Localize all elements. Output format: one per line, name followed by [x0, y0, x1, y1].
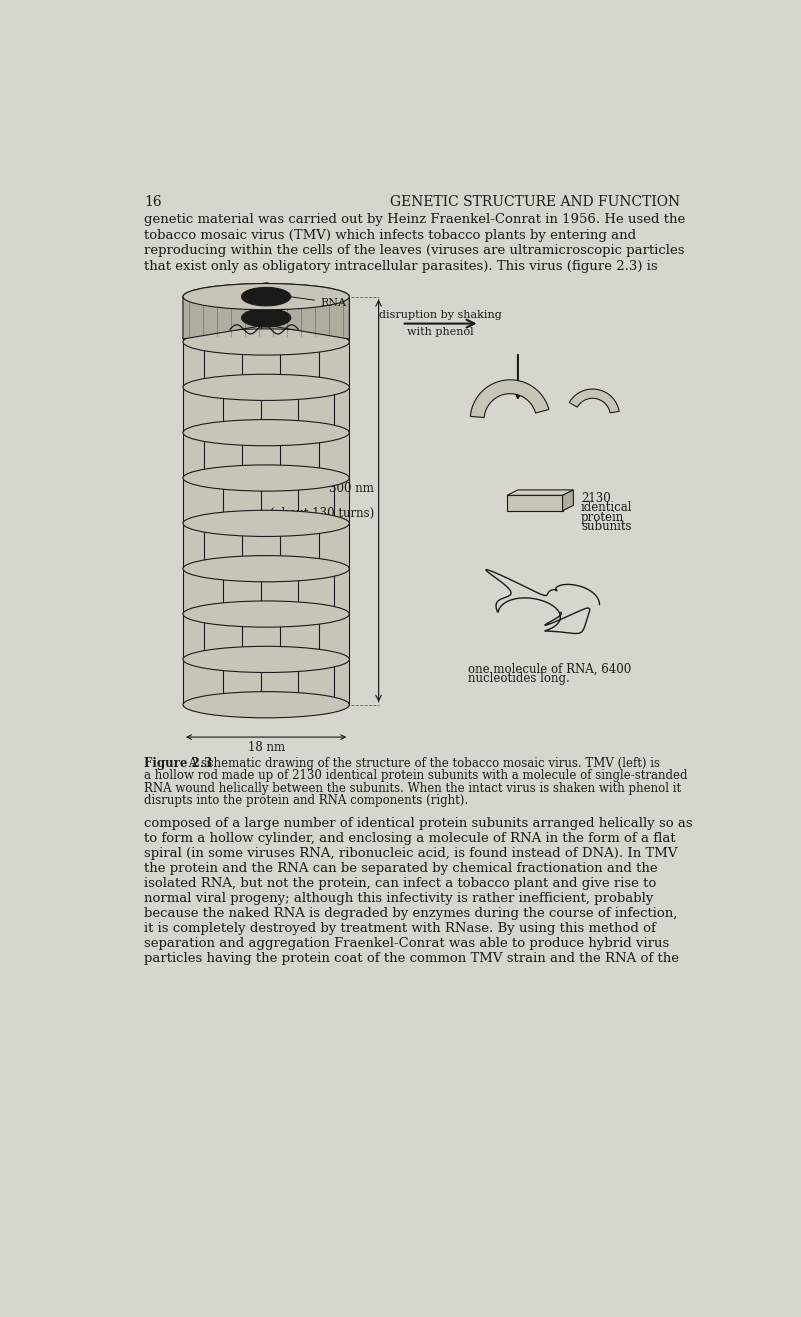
Text: particles having the protein coat of the common TMV strain and the RNA of the: particles having the protein coat of the… — [144, 952, 679, 965]
Ellipse shape — [183, 691, 349, 718]
Ellipse shape — [183, 647, 349, 673]
Ellipse shape — [183, 283, 349, 309]
Polygon shape — [470, 379, 549, 417]
Text: reproducing within the cells of the leaves (viruses are ultramicroscopic particl: reproducing within the cells of the leav… — [144, 244, 685, 257]
Text: protein: protein — [581, 511, 624, 524]
Polygon shape — [183, 523, 349, 569]
Polygon shape — [183, 283, 349, 338]
Text: the protein and the RNA can be separated by chemical fractionation and the: the protein and the RNA can be separated… — [144, 863, 658, 876]
Polygon shape — [183, 387, 349, 433]
Polygon shape — [507, 495, 562, 511]
Text: it is completely destroyed by treatment with RNase. By using this method of: it is completely destroyed by treatment … — [144, 922, 656, 935]
Text: that exist only as obligatory intracellular parasites). This virus (figure 2.3) : that exist only as obligatory intracellu… — [144, 259, 658, 273]
Polygon shape — [183, 660, 349, 705]
Text: a hollow rod made up of 2130 identical protein subunits with a molecule of singl: a hollow rod made up of 2130 identical p… — [144, 769, 688, 782]
Polygon shape — [570, 389, 619, 414]
Text: subunits: subunits — [581, 520, 631, 533]
Text: (about 130 turns): (about 130 turns) — [270, 507, 374, 520]
Text: RNA: RNA — [265, 294, 346, 308]
Ellipse shape — [183, 329, 349, 356]
Polygon shape — [183, 342, 349, 387]
Polygon shape — [562, 490, 574, 511]
Text: 16: 16 — [144, 195, 162, 209]
Ellipse shape — [183, 510, 349, 536]
Text: 300 nm: 300 nm — [329, 482, 374, 494]
Text: identical: identical — [581, 502, 633, 515]
Text: tobacco mosaic virus (TMV) which infects tobacco plants by entering and: tobacco mosaic virus (TMV) which infects… — [144, 229, 637, 242]
Ellipse shape — [183, 556, 349, 582]
Text: GENETIC STRUCTURE AND FUNCTION: GENETIC STRUCTURE AND FUNCTION — [389, 195, 679, 209]
Text: with phenol: with phenol — [407, 328, 474, 337]
Text: because the naked RNA is degraded by enzymes during the course of infection,: because the naked RNA is degraded by enz… — [144, 907, 678, 921]
Text: 18 nm: 18 nm — [248, 741, 284, 753]
Ellipse shape — [183, 283, 349, 309]
Polygon shape — [183, 433, 349, 478]
Polygon shape — [183, 614, 349, 660]
Text: A schematic drawing of the structure of the tobacco mosaic virus. TMV (left) is: A schematic drawing of the structure of … — [184, 757, 659, 770]
Text: spiral (in some viruses RNA, ribonucleic acid, is found instead of DNA). In TMV: spiral (in some viruses RNA, ribonucleic… — [144, 847, 678, 860]
Ellipse shape — [241, 287, 291, 306]
Text: normal viral progeny; although this infectivity is rather inefficient, probably: normal viral progeny; although this infe… — [144, 892, 654, 905]
Polygon shape — [183, 478, 349, 523]
Polygon shape — [507, 490, 574, 495]
Text: to form a hollow cylinder, and enclosing a molecule of RNA in the form of a flat: to form a hollow cylinder, and enclosing… — [144, 832, 676, 846]
Ellipse shape — [241, 308, 291, 327]
Text: isolated RNA, but not the protein, can infect a tobacco plant and give rise to: isolated RNA, but not the protein, can i… — [144, 877, 657, 890]
Ellipse shape — [183, 420, 349, 445]
Text: genetic material was carried out by Heinz Fraenkel-Conrat in 1956. He used the: genetic material was carried out by Hein… — [144, 213, 686, 227]
Text: disrupts into the protein and RNA components (right).: disrupts into the protein and RNA compon… — [144, 794, 469, 807]
Text: RNA wound helically between the subunits. When the intact virus is shaken with p: RNA wound helically between the subunits… — [144, 782, 682, 794]
Text: separation and aggregation Fraenkel-Conrat was able to produce hybrid virus: separation and aggregation Fraenkel-Conr… — [144, 938, 670, 951]
Text: nucleotides long.: nucleotides long. — [468, 673, 570, 685]
Ellipse shape — [183, 601, 349, 627]
Text: Figure 2.3: Figure 2.3 — [144, 757, 213, 770]
Polygon shape — [183, 296, 349, 342]
Ellipse shape — [183, 374, 349, 400]
Text: disruption by shaking: disruption by shaking — [379, 309, 502, 320]
Text: one molecule of RNA, 6400: one molecule of RNA, 6400 — [468, 662, 631, 676]
Text: 2130: 2130 — [581, 493, 611, 506]
Polygon shape — [183, 569, 349, 614]
Ellipse shape — [183, 465, 349, 491]
Text: composed of a large number of identical protein subunits arranged helically so a: composed of a large number of identical … — [144, 817, 693, 830]
